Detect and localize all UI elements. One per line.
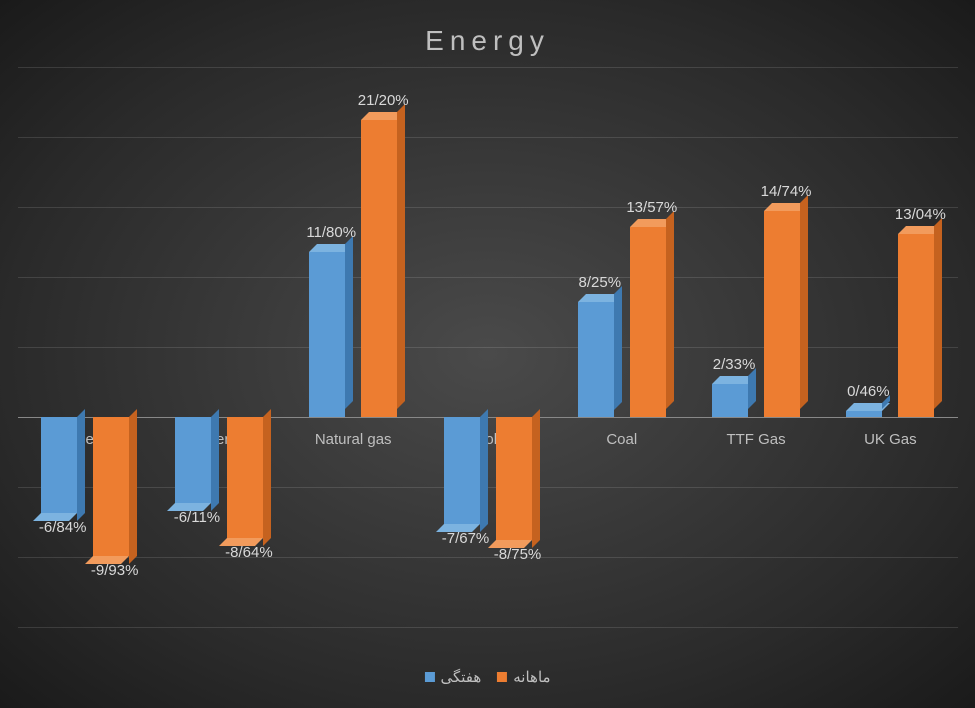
bar	[496, 417, 532, 540]
gridline	[18, 557, 958, 558]
data-label: -7/67%	[442, 530, 490, 547]
bar	[630, 227, 666, 417]
legend-swatch-weekly	[424, 672, 434, 682]
data-label: 14/74%	[761, 183, 812, 200]
data-label: 8/25%	[579, 274, 622, 291]
category-label: Natural gas	[315, 431, 392, 448]
data-label: -9/93%	[91, 562, 139, 579]
data-label: 2/33%	[713, 356, 756, 373]
data-label: -6/84%	[39, 519, 87, 536]
data-label: 0/46%	[847, 383, 890, 400]
gridline	[18, 277, 958, 278]
gridline	[18, 137, 958, 138]
legend: هفتگی ماهانه	[424, 668, 550, 686]
bar	[578, 302, 614, 418]
chart-title: Energy	[0, 25, 975, 57]
bar	[712, 384, 748, 417]
bar	[764, 211, 800, 417]
data-label: 21/20%	[358, 92, 409, 109]
bar	[444, 417, 480, 524]
gridline	[18, 207, 958, 208]
bar	[175, 417, 211, 503]
bar	[309, 252, 345, 417]
bar	[898, 234, 934, 417]
bar	[846, 411, 882, 417]
data-label: -8/64%	[225, 544, 273, 561]
bar	[361, 120, 397, 417]
category-label: UK Gas	[864, 431, 917, 448]
legend-label-weekly: هفتگی	[440, 668, 481, 686]
plot-area: Crude Oil-6/84%-9/93%Brent-6/11%-8/64%Na…	[18, 67, 958, 627]
gridline	[18, 347, 958, 348]
gridline	[18, 627, 958, 628]
data-label: 13/57%	[626, 199, 677, 216]
legend-swatch-monthly	[497, 672, 507, 682]
bar	[41, 417, 77, 513]
legend-label-monthly: ماهانه	[513, 668, 550, 686]
legend-item-weekly: هفتگی	[424, 668, 481, 686]
bar	[93, 417, 129, 556]
legend-item-monthly: ماهانه	[497, 668, 550, 686]
data-label: 13/04%	[895, 206, 946, 223]
category-label: TTF Gas	[726, 431, 785, 448]
data-label: 11/80%	[306, 224, 356, 241]
gridline	[18, 67, 958, 68]
data-label: -6/11%	[174, 509, 220, 526]
category-label: Coal	[606, 431, 637, 448]
bar	[227, 417, 263, 538]
data-label: -8/75%	[494, 546, 542, 563]
energy-chart: Energy Crude Oil-6/84%-9/93%Brent-6/11%-…	[0, 0, 975, 708]
